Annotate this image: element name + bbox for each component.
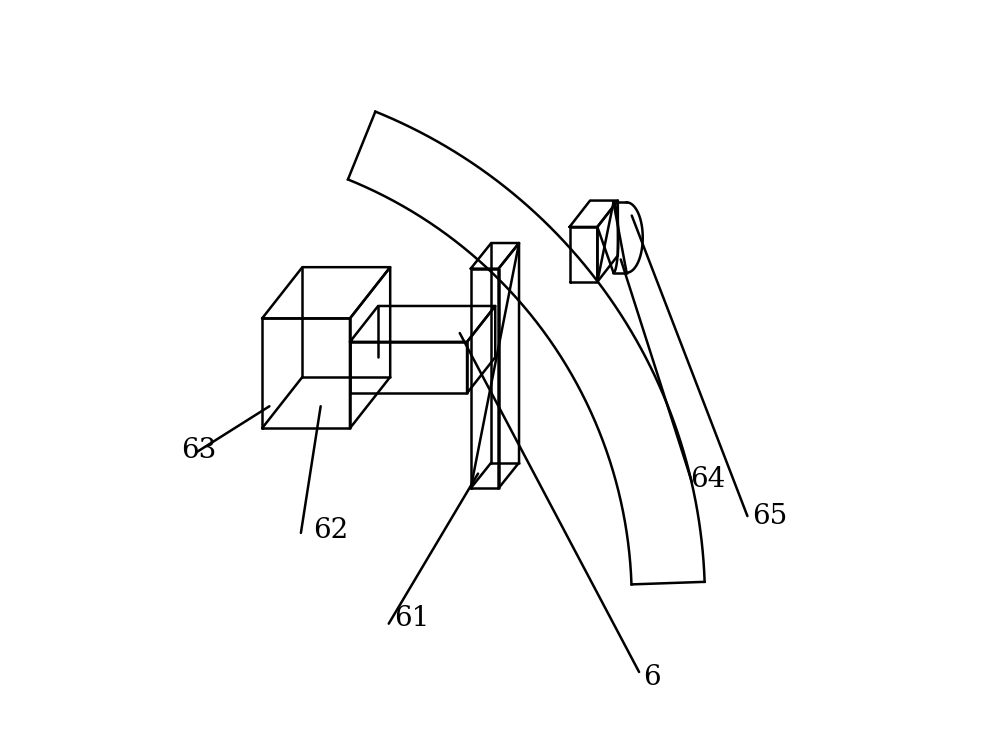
Text: 62: 62: [313, 518, 349, 544]
Text: 63: 63: [182, 437, 217, 463]
Text: 6: 6: [643, 664, 660, 690]
Text: 64: 64: [690, 466, 726, 493]
Text: 65: 65: [753, 503, 788, 529]
Text: 61: 61: [394, 605, 429, 632]
